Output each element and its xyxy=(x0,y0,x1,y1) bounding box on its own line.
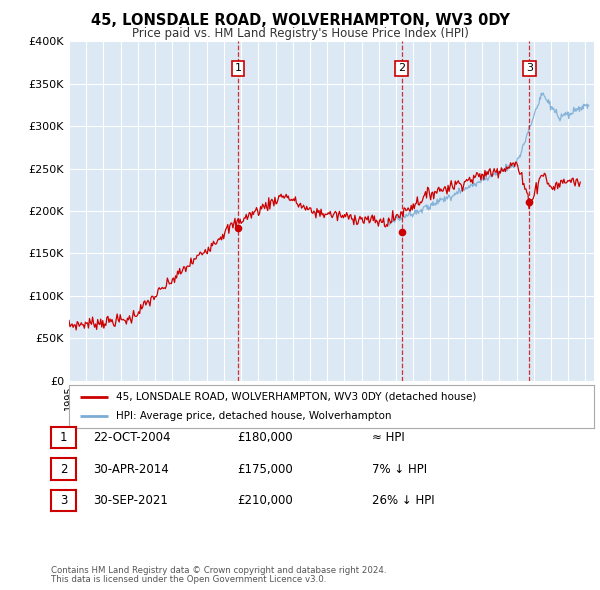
Text: 45, LONSDALE ROAD, WOLVERHAMPTON, WV3 0DY: 45, LONSDALE ROAD, WOLVERHAMPTON, WV3 0D… xyxy=(91,13,509,28)
Text: 1: 1 xyxy=(60,431,67,444)
Text: 3: 3 xyxy=(60,494,67,507)
Text: £210,000: £210,000 xyxy=(237,494,293,507)
Text: 22-OCT-2004: 22-OCT-2004 xyxy=(93,431,170,444)
Text: ≈ HPI: ≈ HPI xyxy=(372,431,405,444)
Text: 30-SEP-2021: 30-SEP-2021 xyxy=(93,494,168,507)
Text: 7% ↓ HPI: 7% ↓ HPI xyxy=(372,463,427,476)
Text: 26% ↓ HPI: 26% ↓ HPI xyxy=(372,494,434,507)
Text: £180,000: £180,000 xyxy=(237,431,293,444)
Text: This data is licensed under the Open Government Licence v3.0.: This data is licensed under the Open Gov… xyxy=(51,575,326,584)
Text: 3: 3 xyxy=(526,64,533,73)
Text: 30-APR-2014: 30-APR-2014 xyxy=(93,463,169,476)
Text: 2: 2 xyxy=(398,64,405,73)
Text: Contains HM Land Registry data © Crown copyright and database right 2024.: Contains HM Land Registry data © Crown c… xyxy=(51,566,386,575)
Text: 45, LONSDALE ROAD, WOLVERHAMPTON, WV3 0DY (detached house): 45, LONSDALE ROAD, WOLVERHAMPTON, WV3 0D… xyxy=(116,392,476,402)
Text: 1: 1 xyxy=(235,64,241,73)
Text: £175,000: £175,000 xyxy=(237,463,293,476)
Text: 2: 2 xyxy=(60,463,67,476)
Text: Price paid vs. HM Land Registry's House Price Index (HPI): Price paid vs. HM Land Registry's House … xyxy=(131,27,469,40)
Text: HPI: Average price, detached house, Wolverhampton: HPI: Average price, detached house, Wolv… xyxy=(116,411,392,421)
